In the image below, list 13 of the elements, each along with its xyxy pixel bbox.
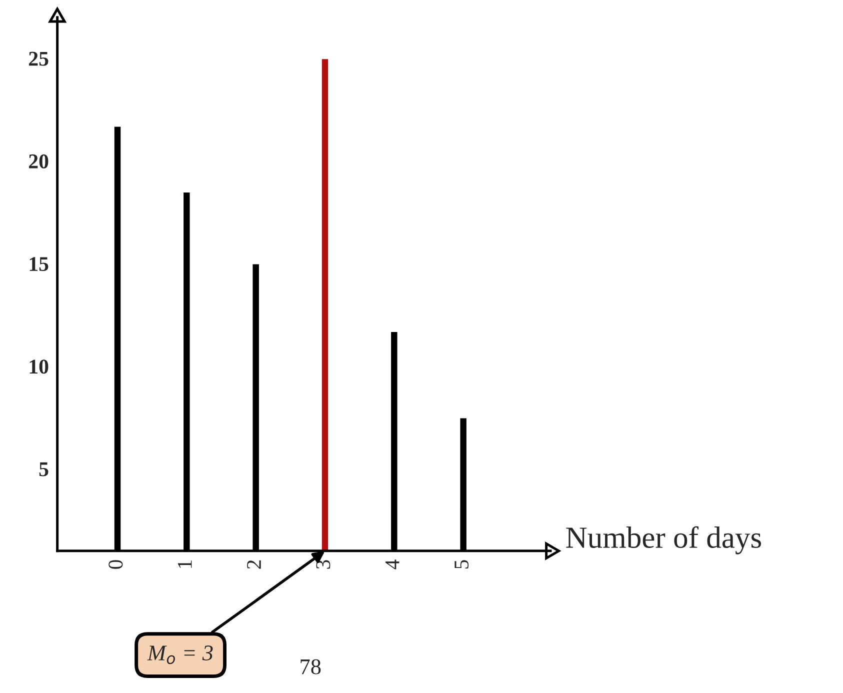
x-tick-label: 4 (385, 560, 400, 570)
x-tick-label: 5 (454, 560, 469, 568)
y-tick-label: 20 (29, 154, 48, 168)
y-tick-label: 25 (29, 52, 48, 66)
y-tick-label: 10 (30, 360, 48, 374)
text: 78 (300, 659, 321, 674)
x-axis-title: Number of days (566, 526, 762, 554)
x-tick-label: 2 (247, 560, 261, 569)
x-tick-label: 1 (178, 560, 192, 568)
annotation: M$_{o}$ = 3 (147, 646, 213, 664)
y-tick-label: 5 (39, 462, 48, 476)
y-tick-label: 15 (30, 257, 48, 272)
x-tick-label: 0 (108, 560, 123, 569)
